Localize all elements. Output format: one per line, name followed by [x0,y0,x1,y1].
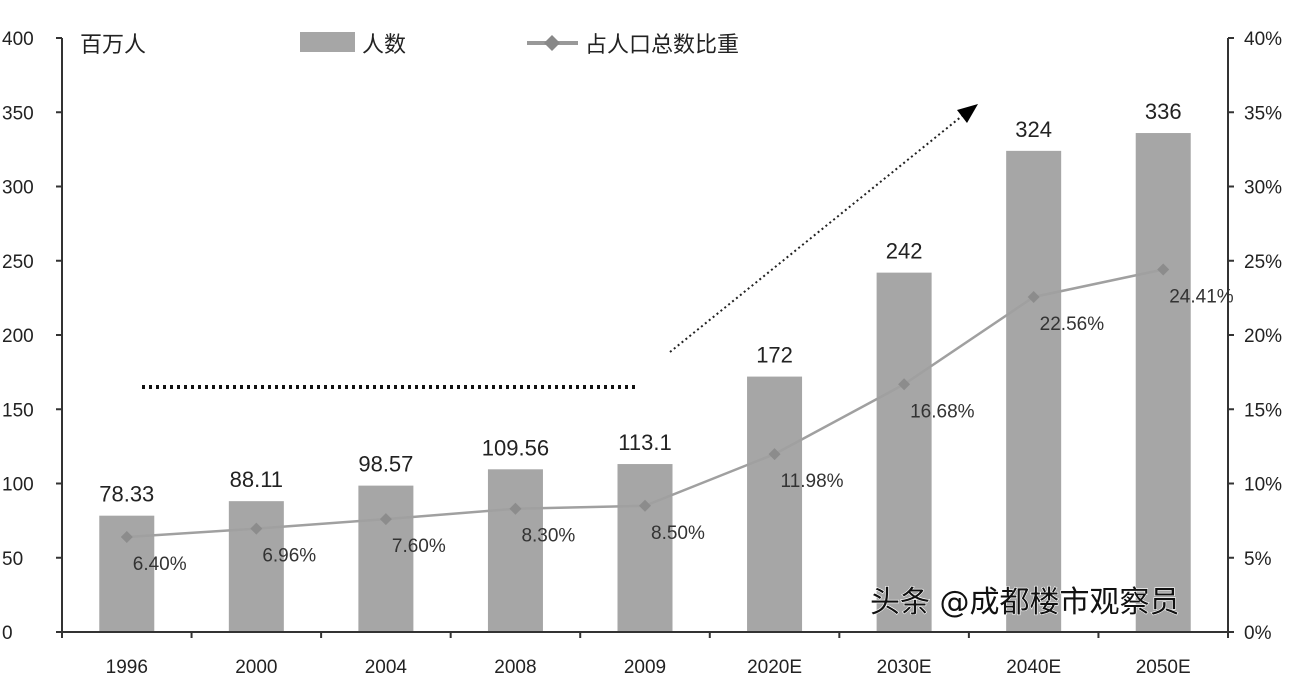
bar-value-label: 324 [1015,117,1052,142]
x-tick-label: 2030E [877,657,932,678]
bar-value-label: 336 [1145,99,1182,124]
percentage-label: 24.41% [1169,287,1234,308]
bar [487,469,543,632]
percentage-label: 16.68% [910,401,975,422]
percentage-label: 7.60% [392,536,446,557]
percentage-label: 11.98% [781,471,844,492]
percentage-label: 6.96% [262,546,316,567]
left-axis-unit-label: 百万人 [80,33,146,58]
right-tick-label: 5% [1244,549,1272,570]
left-tick-label: 50 [2,549,23,570]
left-tick-label: 250 [2,252,34,273]
right-tick-label: 40% [1244,29,1282,50]
percentage-label: 6.40% [133,554,187,575]
line-marker [898,378,911,391]
right-tick-label: 35% [1244,103,1282,124]
x-tick-label: 2040E [1006,657,1061,678]
bar [1135,133,1191,633]
legend-bar-swatch [300,32,355,52]
percentage-label: 22.56% [1040,314,1105,335]
x-tick-label: 1996 [106,657,148,678]
bar [747,376,803,632]
line-marker [1027,290,1040,303]
x-tick-label: 2050E [1136,657,1191,678]
bar-value-label: 88.11 [230,467,283,492]
left-tick-label: 300 [2,178,34,199]
bar [1006,150,1062,633]
x-tick-label: 2020E [747,657,802,678]
legend-line-label: 占人口总数比重 [585,33,739,58]
left-tick-label: 150 [2,400,34,421]
left-tick-label: 350 [2,103,34,124]
left-tick-label: 400 [2,29,34,50]
line-marker [1157,263,1170,276]
bar [617,464,673,632]
right-tick-label: 0% [1244,623,1272,644]
x-tick-label: 2004 [365,657,408,678]
line-marker [509,502,522,515]
bar-value-label: 113.1 [618,430,671,455]
line-marker [250,522,263,535]
line-marker [768,448,781,461]
right-tick-label: 30% [1244,178,1282,199]
line-marker [379,513,392,526]
percentage-label: 8.30% [521,526,575,547]
right-tick-label: 15% [1244,400,1282,421]
right-tick-label: 20% [1244,326,1282,347]
growth-arrow-head [957,104,978,123]
legend-bar-label: 人数 [362,33,406,58]
right-tick-label: 25% [1244,252,1282,273]
watermark: 头条 @成都楼市观察员 [870,585,1180,620]
left-tick-label: 100 [2,475,34,496]
bar-value-label: 78.33 [99,482,154,507]
x-tick-label: 2008 [494,657,536,678]
line-marker [639,499,651,512]
left-tick-label: 0 [2,623,13,644]
bar-value-label: 242 [886,239,923,264]
percentage-label: 8.50% [651,523,705,544]
x-tick-label: 2009 [624,657,666,678]
bar [876,272,932,632]
left-tick-label: 200 [2,326,34,347]
line-marker [120,530,133,543]
bar-value-label: 98.57 [358,452,413,477]
right-tick-label: 10% [1244,475,1282,496]
bar-value-label: 109.56 [482,435,549,460]
bar [358,485,414,632]
bar-value-label: 172 [756,343,793,368]
x-tick-label: 2000 [235,657,277,678]
legend-line-marker [544,35,560,51]
